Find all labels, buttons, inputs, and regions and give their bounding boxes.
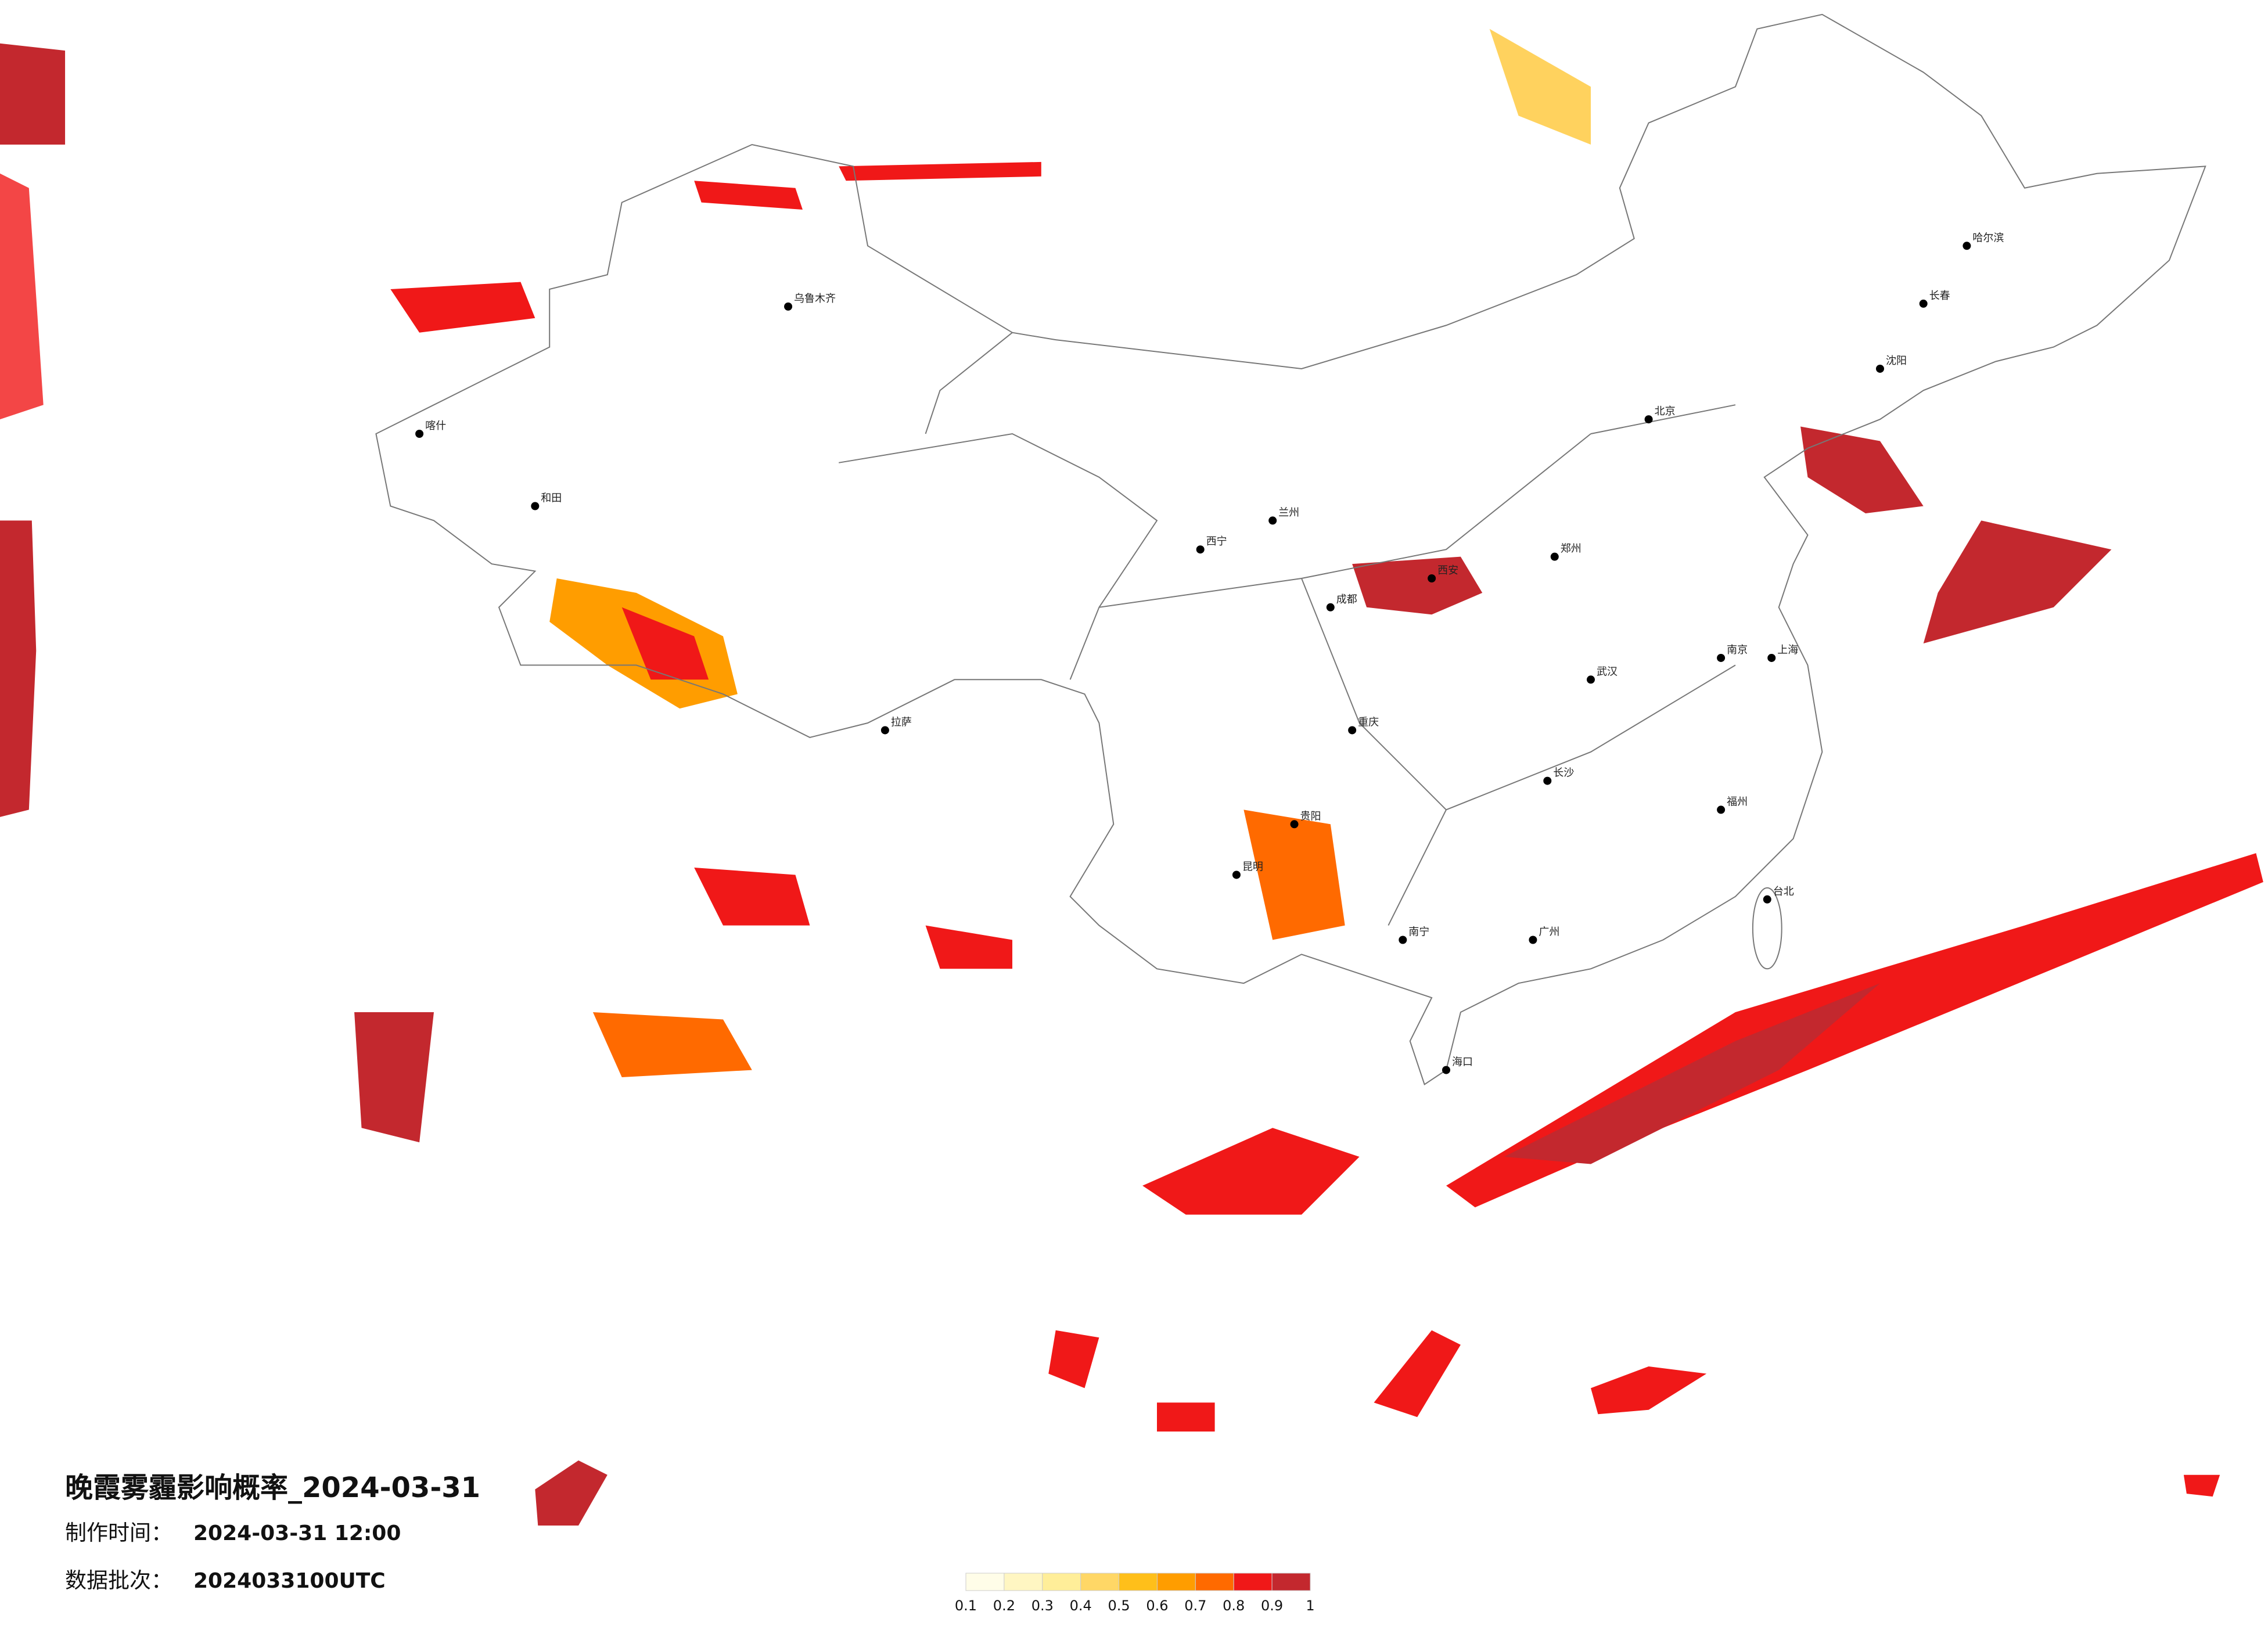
batch-label: 数据批次： — [65, 1568, 172, 1593]
city-dot — [1717, 653, 1726, 662]
city-label: 郑州 — [1561, 543, 1582, 555]
colorbar-swatch — [1156, 1573, 1196, 1591]
city-dot — [1543, 776, 1552, 785]
colorbar-tick-label: 0.8 — [1223, 1598, 1245, 1614]
colorbar-swatch — [1080, 1573, 1120, 1591]
city-dot — [1348, 726, 1357, 735]
city-label: 昆明 — [1242, 861, 1263, 873]
city-dot — [1442, 1066, 1450, 1074]
colorbar-tick-label: 0.4 — [1070, 1598, 1092, 1614]
made-label: 制作时间： — [65, 1520, 172, 1545]
city-dot — [1428, 574, 1436, 582]
colorbar-tick-label: 0.9 — [1261, 1598, 1283, 1614]
city-label: 贵阳 — [1300, 810, 1321, 822]
colorbar-swatch — [965, 1573, 1005, 1591]
city-label: 喀什 — [425, 420, 446, 432]
city-label: 福州 — [1727, 796, 1748, 808]
city-dot — [784, 302, 793, 311]
city-label: 西安 — [1437, 564, 1458, 577]
city-dot — [1268, 516, 1277, 525]
city-dot — [531, 502, 540, 510]
city-dot — [1587, 675, 1595, 684]
city-label: 沈阳 — [1886, 355, 1907, 367]
city-dot — [1196, 545, 1205, 554]
made-time: 2024-03-31 12:00 — [193, 1521, 401, 1545]
city-dot — [1550, 552, 1559, 561]
colorbar: 0.1 0.2 0.3 0.4 0.5 0.6 0.7 0.8 0.9 1 — [955, 1573, 1315, 1614]
city-dot — [1644, 415, 1653, 424]
city-dot — [1963, 242, 1971, 250]
city-dot — [880, 726, 889, 735]
city-dot — [1876, 364, 1884, 373]
city-dot — [1717, 805, 1726, 814]
city-label: 广州 — [1539, 926, 1559, 938]
colorbar-tick-label: 0.1 — [955, 1598, 977, 1614]
colorbar-swatch — [1195, 1573, 1234, 1591]
city-label: 重庆 — [1358, 716, 1379, 728]
haze-layer — [0, 28, 2263, 1526]
city-dot — [1232, 870, 1241, 879]
batch: 2024033100UTC — [193, 1569, 386, 1593]
city-dot — [1399, 936, 1407, 944]
colorbar-swatch — [1233, 1573, 1273, 1591]
colorbar-swatch — [1042, 1573, 1081, 1591]
city-dot — [1767, 653, 1776, 662]
colorbar-swatch — [1271, 1573, 1311, 1591]
colorbar-swatch — [1119, 1573, 1158, 1591]
colorbar-tick-label: 0.2 — [993, 1598, 1015, 1614]
city-label: 长沙 — [1553, 767, 1574, 779]
city-dot — [1529, 936, 1537, 944]
city-label: 上海 — [1777, 644, 1798, 656]
colorbar-tick-label: 0.3 — [1031, 1598, 1054, 1614]
city-label: 武汉 — [1597, 665, 1618, 678]
colorbar-tick-label: 0.5 — [1108, 1598, 1130, 1614]
city-label: 西宁 — [1206, 535, 1227, 548]
colorbar-tick-label: 1 — [1306, 1598, 1314, 1614]
title: 晚霞雾霾影响概率_2024-03-31 — [65, 1472, 480, 1504]
city-label: 北京 — [1655, 405, 1676, 418]
colorbar-tick-label: 0.7 — [1184, 1598, 1206, 1614]
city-dot — [1326, 603, 1335, 611]
city-dot — [415, 430, 424, 438]
city-dot — [1763, 895, 1771, 904]
city-label: 乌鲁木齐 — [794, 293, 836, 305]
city-label: 台北 — [1773, 886, 1794, 898]
china-outline — [375, 13, 2206, 1086]
city-label: 拉萨 — [891, 716, 912, 728]
city-label: 哈尔滨 — [1972, 232, 2004, 244]
city-dot — [1919, 299, 1928, 308]
city-dot — [1290, 820, 1299, 829]
city-label: 和田 — [541, 492, 562, 505]
city-label: 南宁 — [1408, 926, 1429, 938]
city-label: 海口 — [1452, 1056, 1473, 1069]
city-label: 长春 — [1929, 290, 1950, 302]
city-label: 成都 — [1336, 593, 1357, 606]
city-label: 南京 — [1727, 644, 1748, 656]
city-label: 兰州 — [1278, 506, 1299, 519]
colorbar-tick-label: 0.6 — [1146, 1598, 1168, 1614]
colorbar-swatch — [1004, 1573, 1043, 1591]
